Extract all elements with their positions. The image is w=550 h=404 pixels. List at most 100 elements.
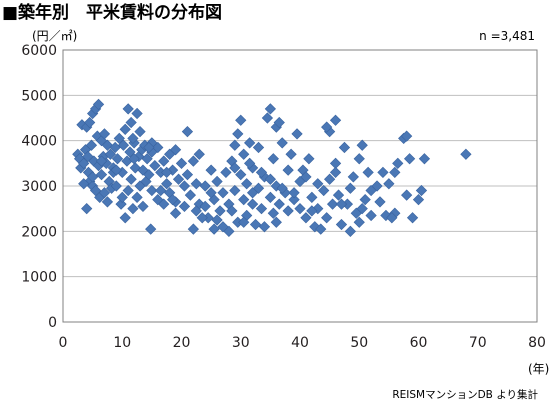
data-point <box>143 169 155 181</box>
data-point <box>190 178 202 190</box>
data-point <box>81 203 93 215</box>
data-point <box>235 169 247 181</box>
data-point <box>184 189 197 201</box>
data-point <box>92 98 105 111</box>
data-point <box>116 191 128 203</box>
data-point <box>124 146 136 158</box>
data-point <box>158 198 170 210</box>
data-point <box>211 175 223 188</box>
x-tick-label: 0 <box>59 335 68 351</box>
data-point <box>125 116 137 129</box>
data-point <box>255 203 268 215</box>
data-point <box>141 153 153 165</box>
data-point <box>273 116 285 129</box>
data-point <box>78 178 90 190</box>
data-point <box>217 187 229 199</box>
data-point <box>353 216 365 228</box>
data-point <box>158 155 170 167</box>
data-point <box>389 166 401 179</box>
x-tick-label: 20 <box>173 335 191 351</box>
data-point <box>111 153 124 165</box>
data-point <box>365 209 377 222</box>
data-point <box>401 130 413 142</box>
plot-frame <box>62 49 538 323</box>
x-tick-label: 40 <box>291 335 309 351</box>
data-point <box>241 178 253 190</box>
x-tick-label: 80 <box>528 335 546 351</box>
x-tick-label: 10 <box>113 335 131 351</box>
x-unit-label: (年) <box>528 362 549 376</box>
data-point <box>238 216 250 228</box>
data-point <box>353 153 365 165</box>
data-point <box>226 205 238 217</box>
data-point <box>208 223 220 235</box>
data-point <box>229 184 241 197</box>
data-point <box>145 223 157 235</box>
data-point <box>344 182 356 194</box>
data-point <box>214 205 226 217</box>
data-point <box>129 162 141 174</box>
data-point <box>356 203 368 215</box>
data-point <box>98 187 111 199</box>
data-point <box>282 205 294 217</box>
data-point <box>95 155 108 167</box>
data-point <box>199 180 211 192</box>
data-point <box>172 173 185 185</box>
data-point <box>415 184 428 197</box>
data-point <box>264 191 276 203</box>
data-point <box>264 173 276 185</box>
data-point <box>95 169 108 181</box>
data-point <box>335 198 348 210</box>
y-tick-label: 5000 <box>21 88 57 104</box>
data-point <box>101 196 114 208</box>
data-point <box>161 166 173 179</box>
data-point <box>401 189 413 201</box>
data-point <box>291 128 303 140</box>
data-point <box>122 103 134 115</box>
data-point <box>244 137 256 149</box>
y-unit-label: (円／㎡) <box>32 29 77 43</box>
data-point <box>115 198 127 210</box>
data-point <box>285 148 297 160</box>
data-point <box>217 221 229 233</box>
chart-title: ■築年別 平米賃料の分布図 <box>2 2 222 23</box>
y-tick-label: 1000 <box>21 270 57 286</box>
data-point <box>89 184 102 197</box>
data-point <box>143 141 155 154</box>
data-point <box>347 171 359 183</box>
data-markers <box>72 98 472 237</box>
data-point <box>196 212 208 224</box>
data-point <box>125 173 137 185</box>
data-point <box>338 141 351 154</box>
data-point <box>232 128 244 140</box>
data-point <box>315 223 327 235</box>
data-point <box>220 166 232 179</box>
data-point <box>169 144 182 156</box>
y-axis-ticks: 0 1000 2000 3000 4000 5000 6000 <box>21 43 57 331</box>
data-point <box>119 123 131 135</box>
y-tick-label: 4000 <box>21 134 57 150</box>
data-point <box>326 198 339 210</box>
y-tick-label: 0 <box>48 315 57 331</box>
data-point <box>344 225 356 237</box>
data-point <box>98 128 111 140</box>
sample-size-label: n =3,481 <box>479 29 535 43</box>
data-point <box>258 221 271 233</box>
data-point <box>235 114 247 126</box>
data-point <box>119 212 131 224</box>
data-point <box>82 150 94 163</box>
x-tick-label: 30 <box>232 335 250 351</box>
data-point <box>371 180 383 192</box>
data-point <box>113 132 125 145</box>
data-point <box>178 200 191 213</box>
data-point <box>149 159 161 172</box>
data-point <box>288 187 300 199</box>
data-point <box>85 139 98 151</box>
data-point <box>329 114 342 126</box>
data-point <box>127 203 139 215</box>
data-point <box>403 153 416 165</box>
data-point <box>276 182 288 194</box>
x-tick-label: 60 <box>410 335 428 351</box>
data-point <box>246 187 259 199</box>
